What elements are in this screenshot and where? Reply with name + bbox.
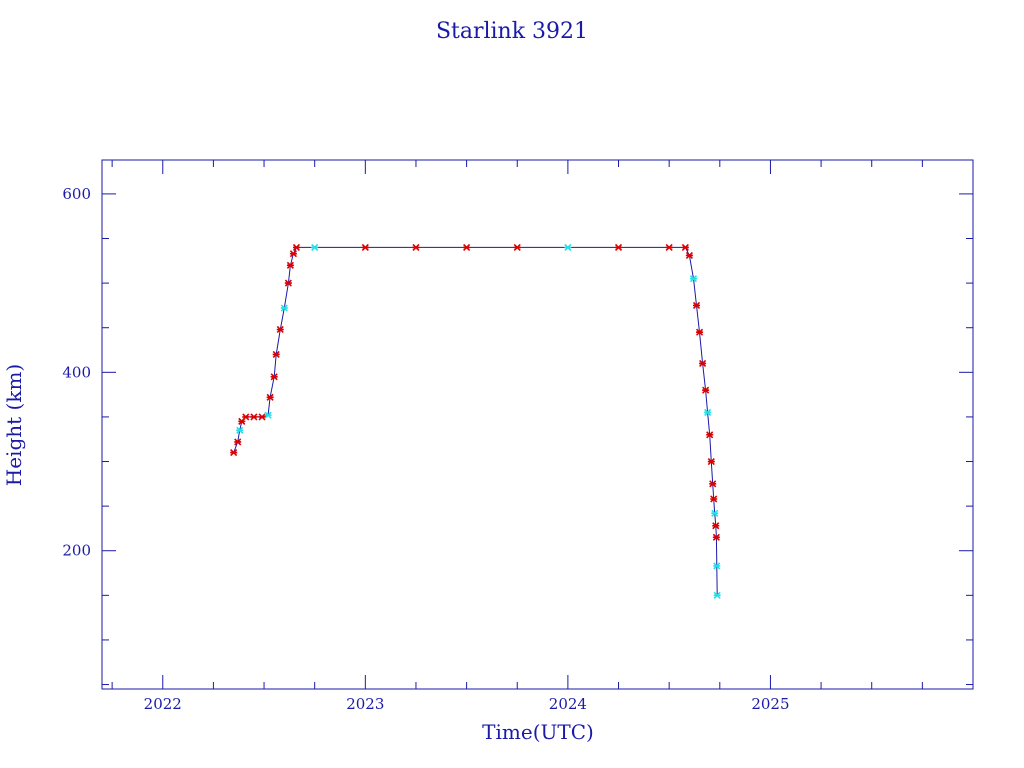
data-point: [564, 243, 572, 251]
data-point: [276, 325, 284, 334]
chart-title: Starlink 3921: [436, 19, 588, 44]
data-point: [707, 457, 715, 466]
x-tick-label: 2022: [144, 695, 182, 713]
data-point: [614, 243, 623, 251]
data-point: [712, 533, 720, 541]
data-point: [284, 279, 292, 287]
plot-frame: [101, 159, 974, 690]
data-point: [236, 426, 244, 434]
data-point: [264, 411, 272, 419]
data-point: [685, 251, 693, 260]
data-point: [702, 386, 710, 394]
data-point: [234, 438, 242, 446]
data-point: [713, 591, 721, 599]
data-point: [311, 243, 319, 251]
y-tick-label: 600: [62, 185, 91, 203]
data-point: [230, 449, 238, 457]
data-point: [712, 522, 720, 530]
x-tick-label: 2025: [751, 695, 789, 713]
y-tick-label: 400: [62, 363, 91, 381]
x-tick-label: 2023: [346, 695, 384, 713]
data-point: [463, 243, 471, 251]
data-point: [361, 243, 369, 251]
series-line: [233, 246, 718, 596]
y-tick-label: 200: [62, 542, 91, 560]
data-point: [289, 250, 297, 258]
data-point: [704, 408, 712, 417]
data-point: [280, 304, 288, 312]
data-point: [665, 243, 673, 251]
data-point: [695, 328, 704, 336]
data-point: [681, 243, 689, 251]
data-point: [706, 431, 714, 439]
data-point: [242, 413, 250, 421]
data-point: [270, 373, 278, 381]
data-point: [710, 495, 718, 503]
data-points: [230, 243, 721, 599]
data-point: [412, 243, 420, 251]
data-point: [513, 243, 521, 251]
data-point: [272, 350, 280, 359]
data-point: [258, 413, 266, 421]
tick-labels: 2022 2023 2024 2025 200 400 600: [62, 185, 789, 713]
y-axis-label: Height (km): [2, 364, 26, 486]
x-axis-label: Time(UTC): [482, 720, 594, 744]
data-point: [292, 243, 301, 251]
data-point: [286, 261, 294, 269]
axis-ticks: [102, 160, 974, 689]
data-point: [713, 562, 721, 570]
data-point: [266, 393, 274, 401]
x-tick-label: 2024: [549, 695, 587, 713]
data-point: [250, 413, 258, 421]
data-point: [711, 509, 719, 517]
data-point: [692, 301, 701, 309]
data-point: [689, 275, 698, 283]
data-point: [709, 480, 717, 488]
data-point: [699, 359, 707, 367]
